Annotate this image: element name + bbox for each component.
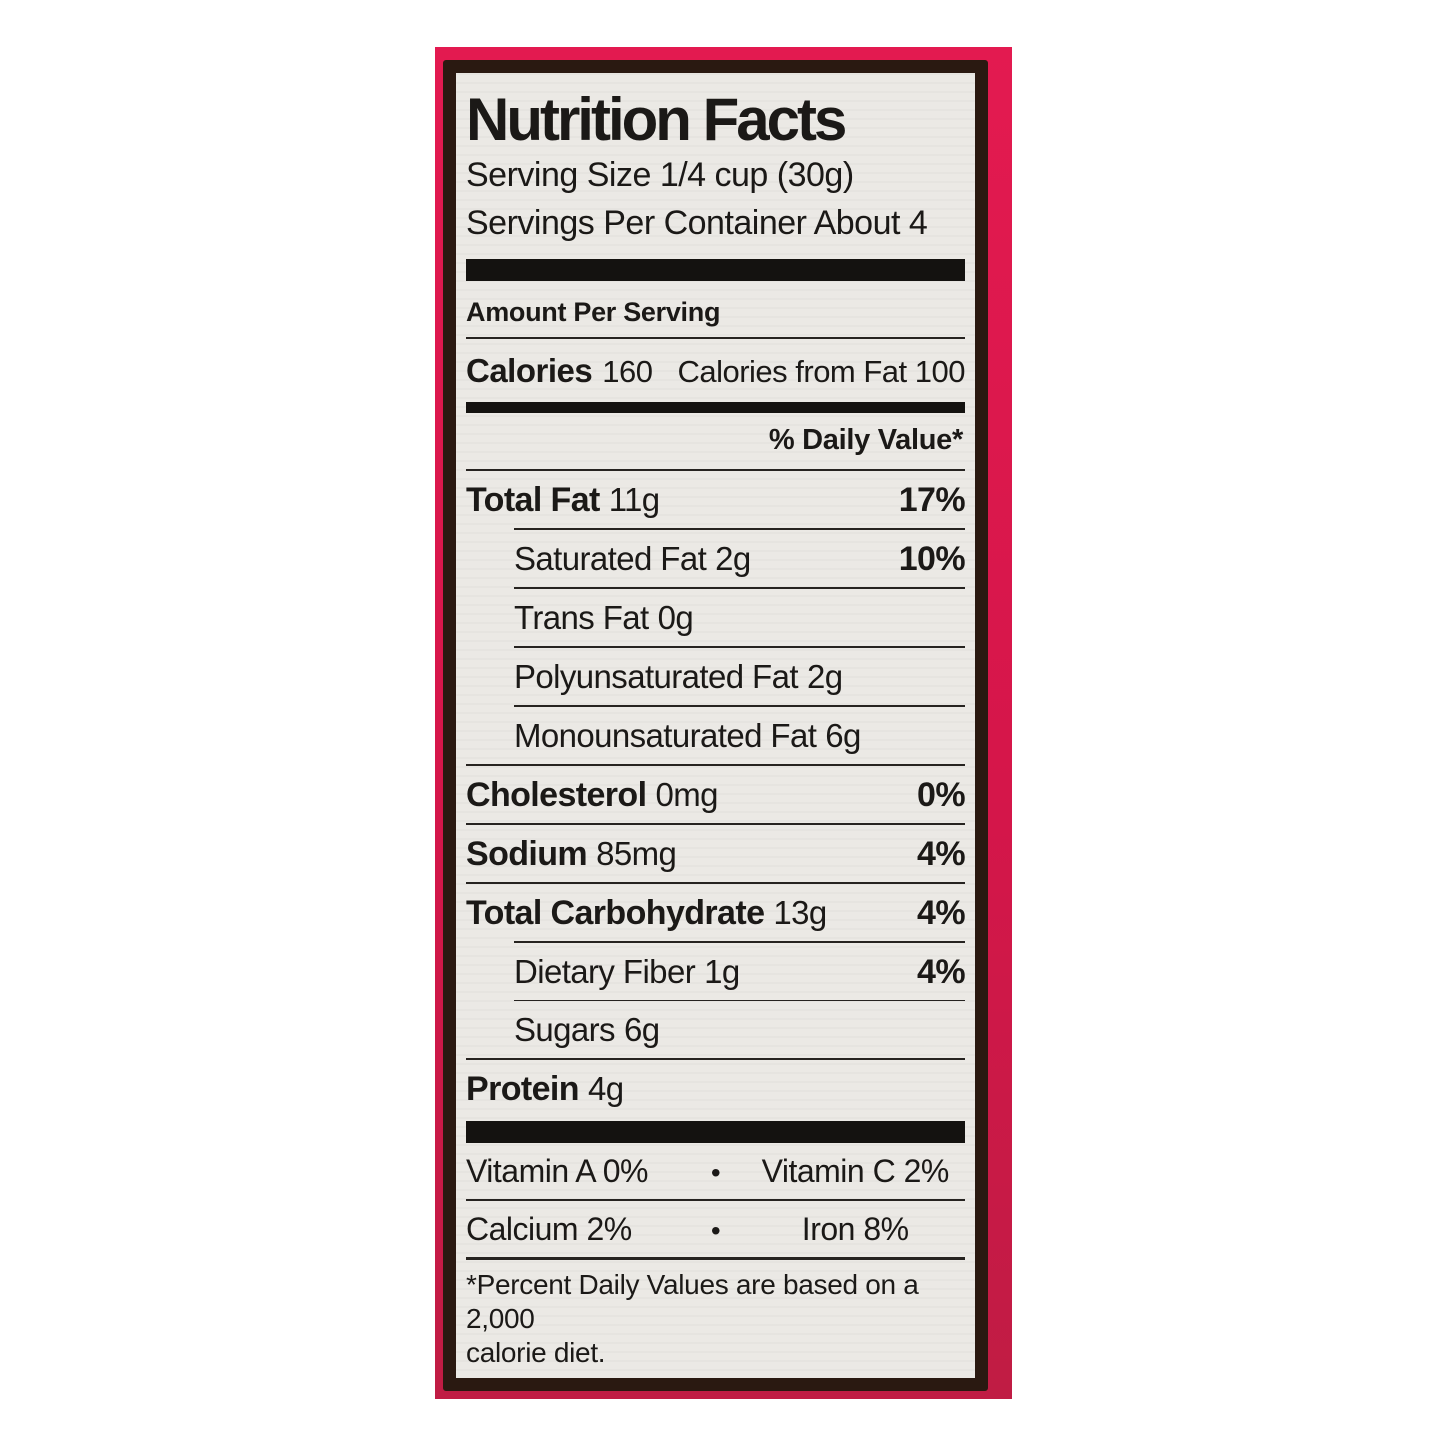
divider-indented bbox=[514, 528, 965, 531]
nutrient-daily-value: 4% bbox=[917, 834, 966, 873]
footnote-line-1: *Percent Daily Values are based on a 2,0… bbox=[466, 1269, 919, 1334]
footnote-line-2: calorie diet. bbox=[466, 1337, 606, 1368]
micronutrient-row-2: Calcium 2% • Iron 8% bbox=[466, 1201, 965, 1257]
vitamin-a-value: Vitamin A 0% bbox=[466, 1152, 648, 1189]
nutrient-amount: 6g bbox=[623, 1011, 660, 1049]
section-bar-bottom bbox=[466, 1121, 965, 1143]
calories-value: 160 bbox=[602, 353, 653, 389]
nutrient-name: Sugars bbox=[514, 1011, 616, 1049]
nutrient-name: Sodium bbox=[466, 834, 588, 873]
nutrient-amount: 11g bbox=[608, 481, 660, 519]
calories-row: Calories 160 Calories from Fat 100 bbox=[466, 339, 965, 402]
nutrient-row-trans-fat: Trans Fat 0g bbox=[466, 589, 965, 646]
nutrient-row-dietary-fiber: Dietary Fiber 1g 4% bbox=[466, 943, 966, 1000]
divider-indented bbox=[514, 587, 965, 590]
nutrient-row-protein: Protein 4g bbox=[466, 1060, 965, 1117]
servings-per-container-line: Servings Per Container About 4 bbox=[466, 204, 928, 243]
nutrient-amount: 2g bbox=[806, 657, 843, 695]
serving-size-line: Serving Size 1/4 cup (30g) bbox=[466, 156, 854, 195]
calories-from-fat: Calories from Fat 100 bbox=[677, 353, 965, 389]
divider-heavy bbox=[466, 1256, 965, 1260]
nutrient-amount: 0mg bbox=[655, 775, 718, 813]
divider-thin bbox=[466, 469, 965, 472]
nutrition-facts-content: Nutrition Facts Serving Size 1/4 cup (30… bbox=[456, 73, 975, 1378]
divider-thin bbox=[466, 1198, 965, 1201]
divider-thin bbox=[466, 881, 965, 884]
nutrient-row-total-carbohydrate: Total Carbohydrate 13g 4% bbox=[466, 884, 966, 941]
bullet-separator: • bbox=[710, 1156, 721, 1188]
daily-value-header: % Daily Value* bbox=[768, 424, 963, 457]
divider-thin bbox=[466, 1058, 965, 1061]
nutrient-amount: 0g bbox=[657, 599, 694, 637]
divider-thin bbox=[466, 763, 965, 766]
divider-indented bbox=[514, 940, 965, 943]
nutrient-name: Dietary Fiber bbox=[514, 952, 696, 990]
nutrient-row-total-fat: Total Fat 11g 17% bbox=[466, 471, 966, 528]
nutrient-amount: 1g bbox=[704, 952, 740, 990]
bullet-separator: • bbox=[710, 1214, 721, 1246]
nutrient-name: Saturated Fat bbox=[514, 540, 707, 578]
calories-label: Calories bbox=[466, 351, 593, 389]
section-bar-top bbox=[466, 259, 965, 281]
vitamin-c-value: Vitamin C 2% bbox=[761, 1152, 950, 1189]
nutrient-amount: 13g bbox=[773, 893, 827, 931]
divider-indented bbox=[514, 999, 965, 1002]
daily-value-footnote: *Percent Daily Values are based on a 2,0… bbox=[466, 1268, 965, 1370]
nutrient-name: Total Carbohydrate bbox=[466, 893, 765, 932]
micronutrient-row-1: Vitamin A 0% • Vitamin C 2% bbox=[466, 1143, 965, 1199]
nutrient-amount: 85mg bbox=[596, 834, 677, 872]
nutrient-daily-value: 4% bbox=[917, 952, 966, 991]
divider-indented bbox=[514, 646, 965, 648]
divider-thin bbox=[466, 822, 965, 825]
nutrient-daily-value: 10% bbox=[898, 540, 966, 579]
nutrient-daily-value: 4% bbox=[917, 893, 966, 932]
nutrient-row-polyunsaturated-fat: Polyunsaturated Fat 2g bbox=[466, 648, 965, 705]
nutrient-row-sodium: Sodium 85mg 4% bbox=[466, 825, 966, 882]
iron-value: Iron 8% bbox=[801, 1210, 909, 1247]
packaging-pink-panel: Nutrition Facts Serving Size 1/4 cup (30… bbox=[435, 47, 1012, 1399]
nutrition-facts-label: Nutrition Facts Serving Size 1/4 cup (30… bbox=[443, 60, 988, 1391]
nutrient-name: Monounsaturated Fat bbox=[514, 716, 817, 754]
divider-thin bbox=[466, 337, 965, 339]
calcium-value: Calcium 2% bbox=[466, 1210, 632, 1247]
nutrient-row-saturated-fat: Saturated Fat 2g 10% bbox=[466, 530, 966, 587]
divider-indented bbox=[514, 704, 965, 707]
nutrient-name: Cholesterol bbox=[466, 775, 647, 814]
nutrient-amount: 4g bbox=[587, 1070, 624, 1108]
nutrient-name: Polyunsaturated Fat bbox=[514, 657, 799, 695]
nutrient-name: Total Fat bbox=[466, 481, 600, 520]
section-bar-medium bbox=[466, 401, 965, 414]
label-title: Nutrition Facts bbox=[466, 86, 847, 153]
nutrient-row-sugars: Sugars 6g bbox=[466, 1001, 965, 1058]
nutrient-row-monounsaturated-fat: Monounsaturated Fat 6g bbox=[466, 707, 965, 764]
nutrient-name: Protein bbox=[466, 1070, 580, 1109]
nutrient-amount: 6g bbox=[825, 716, 861, 754]
amount-per-serving-heading: Amount Per Serving bbox=[466, 297, 721, 327]
nutrient-amount: 2g bbox=[715, 540, 751, 578]
nutrient-name: Trans Fat bbox=[514, 599, 649, 637]
nutrient-daily-value: 0% bbox=[917, 775, 966, 814]
nutrient-daily-value: 17% bbox=[898, 481, 966, 520]
nutrient-row-cholesterol: Cholesterol 0mg 0% bbox=[466, 766, 966, 823]
